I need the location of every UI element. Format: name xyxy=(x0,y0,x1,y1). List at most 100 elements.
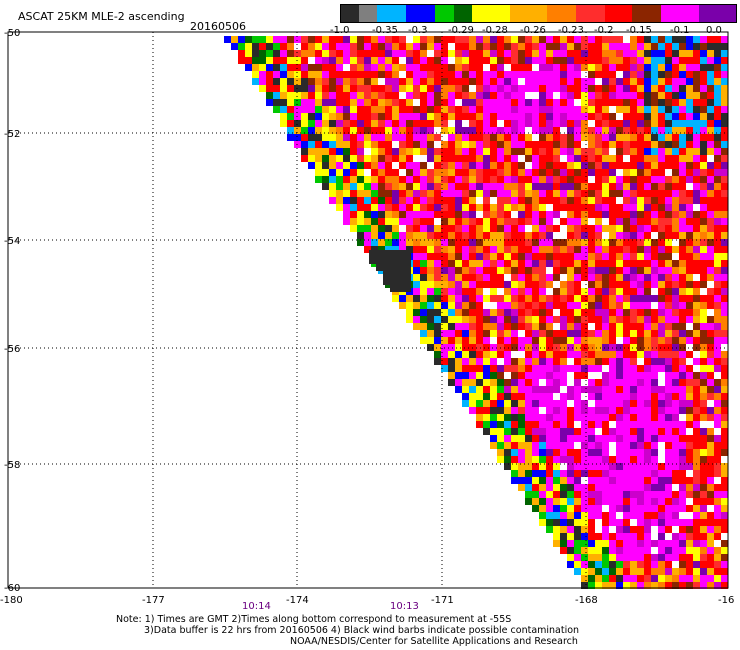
data-cell xyxy=(560,190,567,197)
data-cell xyxy=(658,190,665,197)
data-cell xyxy=(595,519,602,526)
data-cell xyxy=(434,120,441,127)
data-cell xyxy=(497,127,504,134)
data-cell xyxy=(616,358,623,365)
data-cell xyxy=(581,519,588,526)
data-cell xyxy=(392,218,399,225)
data-cell xyxy=(350,50,357,57)
data-cell xyxy=(427,183,434,190)
data-cell xyxy=(581,477,588,484)
data-cell xyxy=(385,246,392,253)
data-cell xyxy=(630,190,637,197)
data-cell xyxy=(497,295,504,302)
data-cell xyxy=(588,148,595,155)
data-cell xyxy=(700,393,707,400)
data-cell xyxy=(378,169,385,176)
data-cell xyxy=(602,190,609,197)
data-cell xyxy=(525,92,532,99)
data-cell xyxy=(532,400,539,407)
data-cell xyxy=(658,365,665,372)
data-cell xyxy=(553,162,560,169)
data-cell xyxy=(315,134,322,141)
data-cell xyxy=(588,246,595,253)
data-cell xyxy=(637,533,644,540)
data-cell xyxy=(560,365,567,372)
data-cell xyxy=(602,267,609,274)
data-cell xyxy=(651,498,658,505)
data-cell xyxy=(581,547,588,554)
data-cell xyxy=(553,330,560,337)
data-cell xyxy=(602,449,609,456)
data-cell xyxy=(294,106,301,113)
data-cell xyxy=(602,99,609,106)
data-cell xyxy=(455,211,462,218)
data-cell xyxy=(301,85,308,92)
data-cell xyxy=(518,288,525,295)
data-cell xyxy=(630,323,637,330)
data-cell xyxy=(329,134,336,141)
data-cell xyxy=(504,351,511,358)
data-cell xyxy=(546,512,553,519)
data-cell xyxy=(588,330,595,337)
data-cell xyxy=(595,512,602,519)
data-cell xyxy=(700,351,707,358)
data-cell xyxy=(567,463,574,470)
data-cell xyxy=(287,92,294,99)
data-cell xyxy=(511,50,518,57)
data-cell xyxy=(581,575,588,582)
data-cell xyxy=(651,302,658,309)
data-cell xyxy=(700,505,707,512)
data-cell xyxy=(301,127,308,134)
data-cell xyxy=(560,484,567,491)
data-cell xyxy=(609,372,616,379)
data-cell xyxy=(532,57,539,64)
data-cell xyxy=(413,232,420,239)
data-cell xyxy=(609,547,616,554)
data-cell xyxy=(665,64,672,71)
data-cell xyxy=(567,526,574,533)
data-cell xyxy=(448,78,455,85)
data-cell xyxy=(658,218,665,225)
data-cell xyxy=(301,155,308,162)
data-cell xyxy=(630,526,637,533)
data-cell xyxy=(609,393,616,400)
data-cell xyxy=(693,50,700,57)
data-cell xyxy=(644,274,651,281)
data-cell xyxy=(658,71,665,78)
data-cell xyxy=(714,190,721,197)
data-cell xyxy=(686,337,693,344)
data-cell xyxy=(588,365,595,372)
data-cell xyxy=(595,470,602,477)
data-cell xyxy=(665,358,672,365)
data-cell xyxy=(553,155,560,162)
data-cell xyxy=(441,274,448,281)
data-cell xyxy=(343,148,350,155)
data-cell xyxy=(553,253,560,260)
data-cell xyxy=(441,190,448,197)
data-cell xyxy=(504,463,511,470)
data-cell xyxy=(672,169,679,176)
data-cell xyxy=(525,498,532,505)
legend-swatch xyxy=(510,5,547,22)
data-cell xyxy=(476,64,483,71)
data-cell xyxy=(504,218,511,225)
data-cell xyxy=(259,43,266,50)
data-cell xyxy=(546,372,553,379)
data-cell xyxy=(693,575,700,582)
data-cell xyxy=(455,204,462,211)
data-cell xyxy=(693,267,700,274)
data-cell xyxy=(679,204,686,211)
data-cell xyxy=(497,113,504,120)
data-cell xyxy=(420,106,427,113)
data-cell xyxy=(630,435,637,442)
data-cell xyxy=(399,43,406,50)
data-cell xyxy=(721,365,728,372)
data-cell xyxy=(637,99,644,106)
data-cell xyxy=(539,449,546,456)
data-cell xyxy=(497,155,504,162)
data-cell xyxy=(574,57,581,64)
data-cell xyxy=(448,162,455,169)
data-cell xyxy=(616,218,623,225)
data-cell xyxy=(595,281,602,288)
data-cell xyxy=(714,372,721,379)
